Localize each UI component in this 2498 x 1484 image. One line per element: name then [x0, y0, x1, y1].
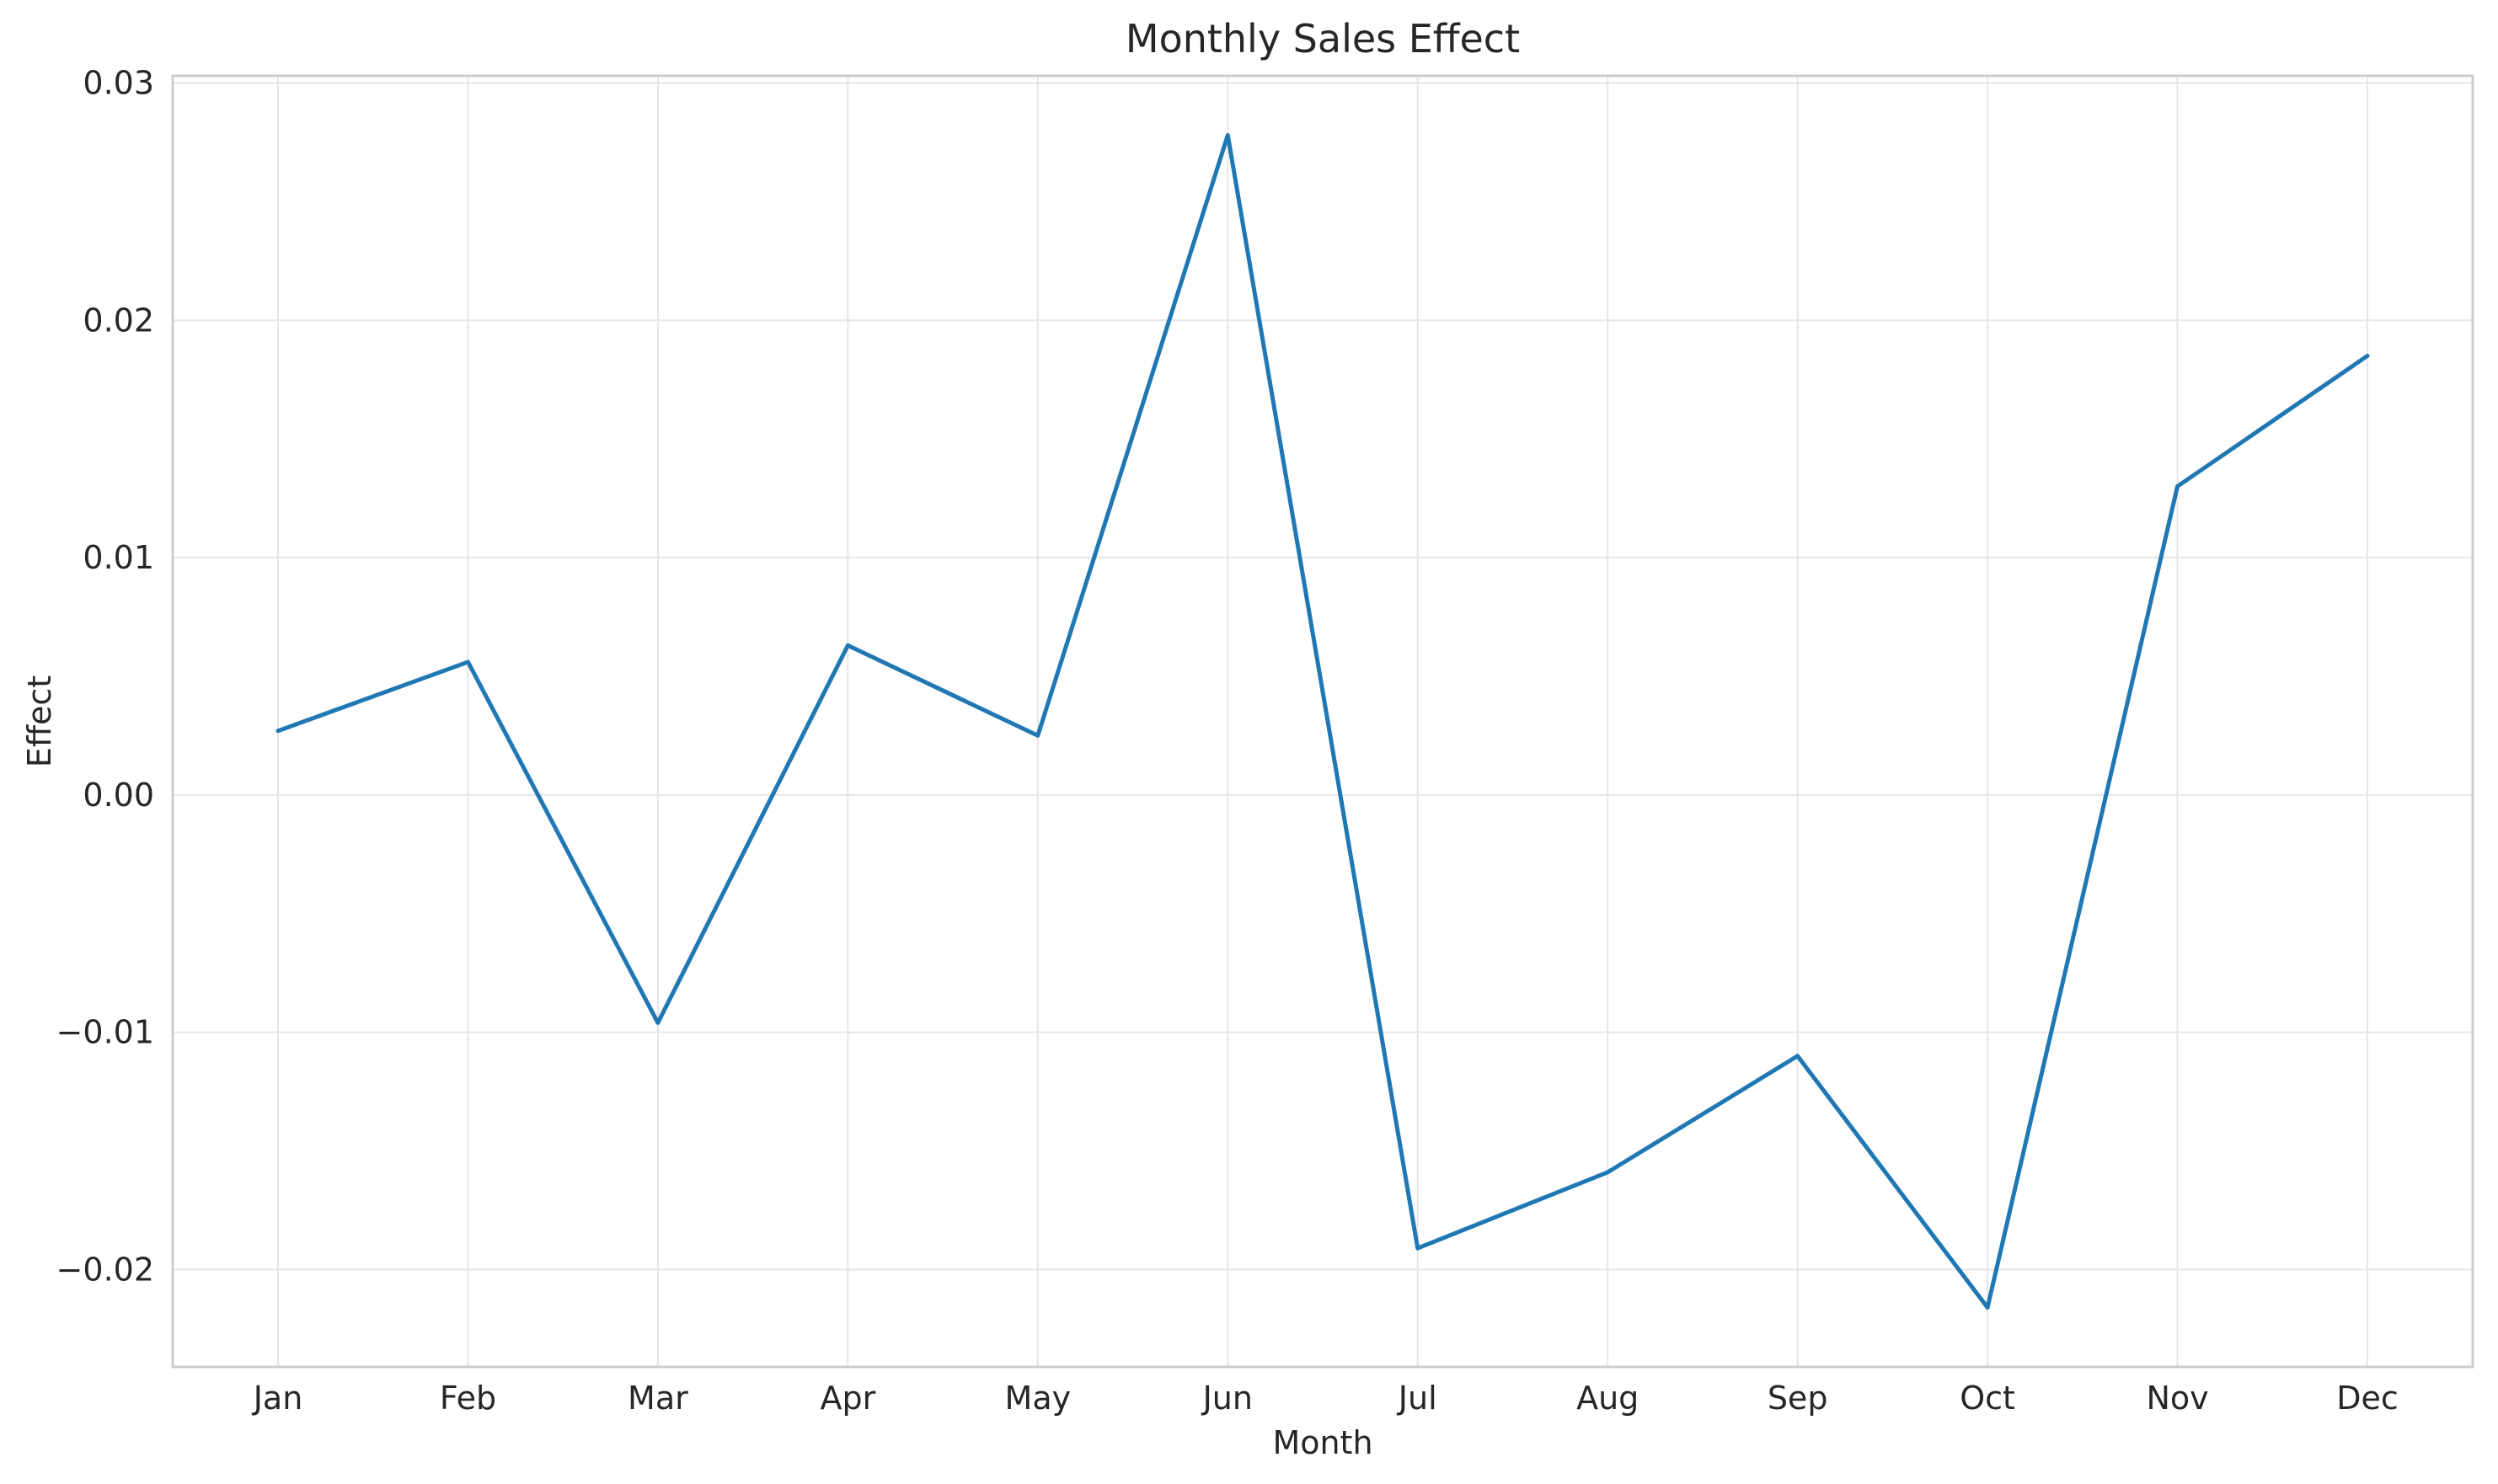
grid [173, 76, 2473, 1367]
x-tick-label: Apr [820, 1380, 875, 1417]
y-tick-label: 0.00 [83, 777, 154, 814]
x-tick-label: Oct [1960, 1380, 2015, 1417]
x-tick-label: Aug [1576, 1380, 1639, 1417]
plot-frame [171, 74, 2474, 1369]
y-tick-label: −0.01 [56, 1014, 154, 1051]
y-tick-label: 0.02 [83, 302, 154, 339]
x-tick-label: Jun [1201, 1380, 1253, 1417]
x-tick-label: Jan [252, 1380, 303, 1417]
x-tick-label: Nov [2146, 1380, 2208, 1417]
x-tick-label: Sep [1768, 1380, 1828, 1417]
series-line [275, 133, 2370, 1310]
x-axis-label: Month [1272, 1424, 1372, 1461]
y-axis-ticks: −0.02 −0.01 0.00 0.01 0.02 0.03 [56, 64, 154, 1288]
chart-title: Monthly Sales Effect [1126, 16, 1520, 61]
y-tick-label: 0.01 [83, 539, 154, 576]
x-tick-label: Feb [440, 1380, 496, 1417]
x-tick-label: Mar [628, 1380, 688, 1417]
x-tick-label: May [1005, 1380, 1072, 1417]
x-tick-label: Jul [1397, 1380, 1437, 1417]
series-layer [275, 133, 2370, 1310]
x-tick-label: Dec [2336, 1380, 2399, 1417]
y-tick-label: −0.02 [56, 1251, 154, 1288]
y-tick-label: 0.03 [83, 64, 154, 101]
x-axis-ticks: Jan Feb Mar Apr May Jun Jul Aug Sep Oct Nov Dec [252, 1380, 2399, 1417]
y-axis-label: Effect [21, 675, 58, 767]
